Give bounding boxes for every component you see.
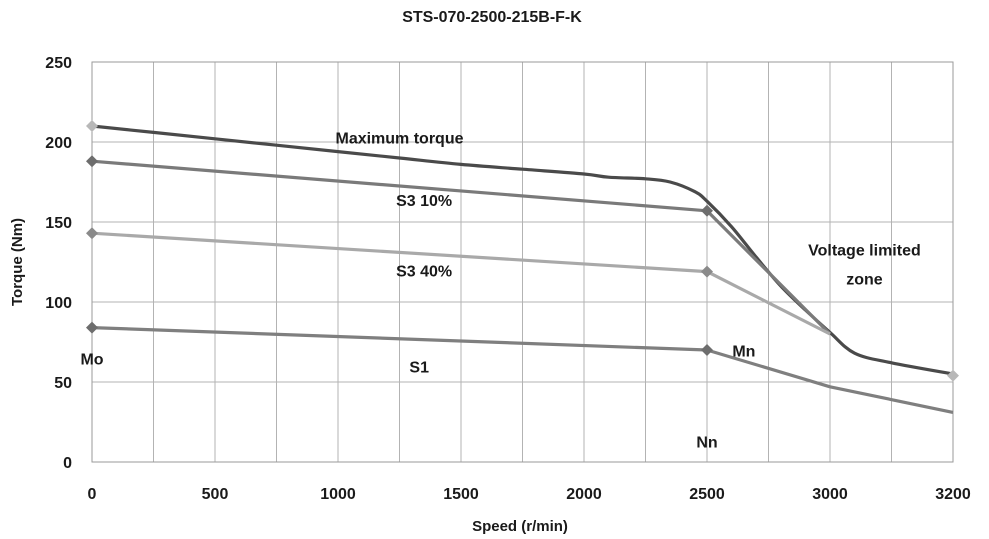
y-tick-label: 100 [45,295,72,312]
series-marker [86,120,98,132]
gridlines [91,61,954,463]
chart-annotation: S3 10% [396,193,452,210]
series-marker [947,369,959,382]
plot-frame [91,61,954,463]
chart-annotation: S1 [409,359,429,376]
chart-annotation: S3 40% [396,263,452,280]
x-tick-label: 2000 [566,486,602,503]
series-marker [86,321,98,334]
x-axis-ticks: 0 500 1000 1500 2000 2500 3000 3200 [88,486,971,503]
chart-annotation: Mo [80,351,103,368]
x-tick-label: 0 [88,486,97,503]
series-marker [701,265,713,278]
series-marker [701,204,713,217]
chart-annotation: Maximum torque [335,131,463,148]
y-tick-label: 150 [45,215,72,232]
series-marker [86,155,98,168]
y-axis-ticks: 0 50 100 150 200 250 [45,55,72,472]
chart-annotation: zone [846,271,883,288]
chart-annotation: Mn [732,343,755,360]
series-line [91,326,954,414]
y-tick-label: 250 [45,55,72,72]
y-axis-label: Torque (Nm) [9,218,26,306]
x-tick-label: 2500 [689,486,725,503]
annotations: Maximum torque S3 10% S3 40% S1 Mo Mn Nn Voltag… [80,131,920,452]
x-tick-label: 3200 [935,486,971,503]
chart-annotation: Nn [696,435,717,452]
x-tick-label: 1500 [443,486,479,503]
y-tick-label: 0 [63,455,72,472]
series-marker [701,344,713,356]
y-tick-label: 50 [54,375,72,392]
y-tick-label: 200 [45,135,72,152]
x-axis-label: Speed (r/min) [472,518,568,535]
chart-annotation: Voltage limited [808,243,921,260]
x-tick-label: 1000 [320,486,356,503]
series-markers [86,120,959,382]
x-tick-label: 500 [202,486,229,503]
chart-title: STS-070-2500-215B-F-K [402,9,582,26]
series-marker [86,227,98,240]
x-tick-label: 3000 [812,486,848,503]
